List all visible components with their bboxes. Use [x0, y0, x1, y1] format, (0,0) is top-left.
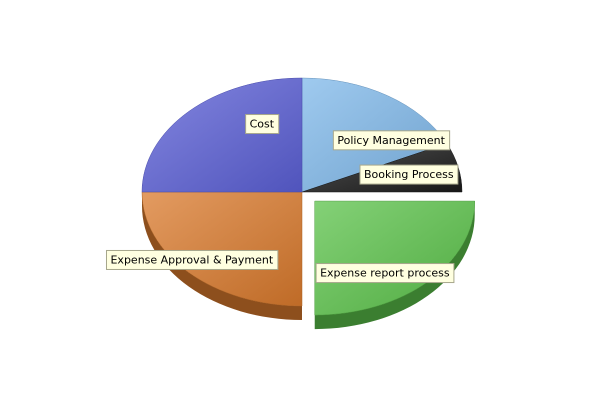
- pie-label-text: Expense Approval & Payment: [110, 253, 273, 266]
- pie-slice-side-expense-report-process: [314, 201, 475, 330]
- pie-label-cost: Cost: [245, 114, 280, 135]
- pie-label-policy-management: Policy Management: [332, 130, 451, 151]
- pie-slice-cost[interactable]: [141, 77, 303, 193]
- pie-label-text: Policy Management: [337, 134, 445, 147]
- pie-slice-side-expense-approval-and-payment: [142, 192, 302, 320]
- pie-label-text: Booking Process: [364, 168, 454, 181]
- pie-label-text: Cost: [250, 118, 275, 131]
- pie-label-text: Expense report process: [320, 267, 450, 280]
- pie-label-box: [359, 164, 459, 185]
- pie-label-box: [105, 249, 279, 270]
- pie-labels: Policy Management Booking Process Expense …: [105, 114, 459, 284]
- pie-label-booking-process: Booking Process: [359, 164, 459, 185]
- pie-label-box: [245, 114, 280, 135]
- pie-label-box: [315, 263, 455, 284]
- pie-label-expense-approval-and-payment: Expense Approval & Payment: [105, 249, 279, 270]
- pie-slice-expense-approval-and-payment[interactable]: [141, 191, 303, 307]
- pie-label-expense-report-process: Expense report process: [315, 263, 455, 284]
- pie-slice-expense-report-process[interactable]: [314, 200, 475, 316]
- pie-sides: [142, 192, 475, 330]
- pie-label-box: [332, 130, 451, 151]
